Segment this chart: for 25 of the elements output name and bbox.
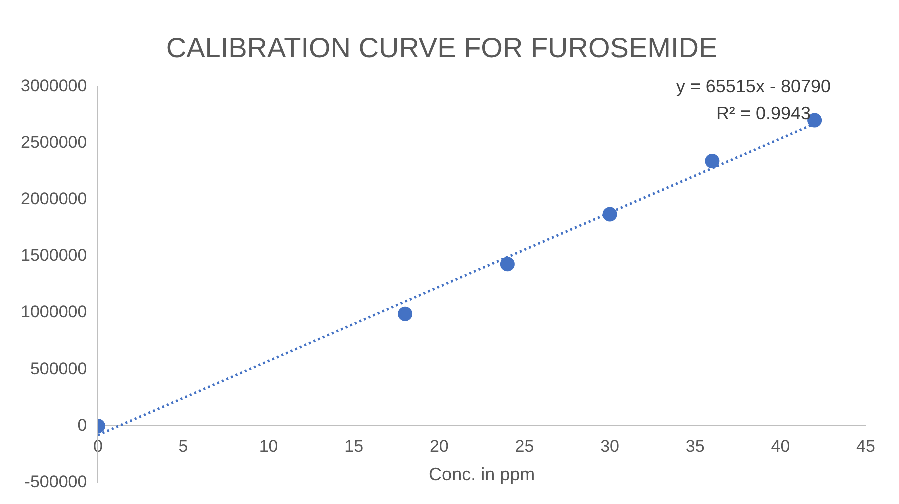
- x-tick-label: 5: [178, 437, 188, 456]
- x-tick-label: 35: [686, 437, 705, 456]
- y-tick-label: 2000000: [20, 189, 88, 208]
- x-tick-label: 15: [344, 437, 364, 456]
- x-tick-label: 20: [430, 437, 449, 456]
- y-tick-label: 2500000: [20, 132, 88, 152]
- x-tick-label: 30: [600, 437, 620, 456]
- y-tick-label: 0: [78, 416, 88, 435]
- y-tick-label: 1500000: [20, 246, 88, 266]
- annotation: R² = 0.9943: [716, 104, 811, 124]
- annotation: y = 65515x - 80790: [676, 76, 831, 97]
- point: [398, 306, 413, 322]
- x-tick-label: 40: [771, 437, 790, 456]
- x-tick-label: 45: [856, 437, 876, 456]
- y-tick-label: -500000: [24, 472, 88, 492]
- x-tick-label: 25: [515, 437, 534, 456]
- point: [602, 207, 618, 222]
- y-tick-label: 1000000: [20, 302, 88, 322]
- chart-title: CALIBRATION CURVE FOR FUROSEMIDE: [166, 32, 718, 64]
- x-tick-label: 10: [259, 437, 278, 456]
- y-tick-label: 3000000: [20, 76, 88, 96]
- x-axis-title: Conc. in ppm: [429, 464, 536, 484]
- point: [705, 154, 720, 169]
- y-tick-label: 500000: [30, 359, 88, 378]
- point: [500, 257, 515, 272]
